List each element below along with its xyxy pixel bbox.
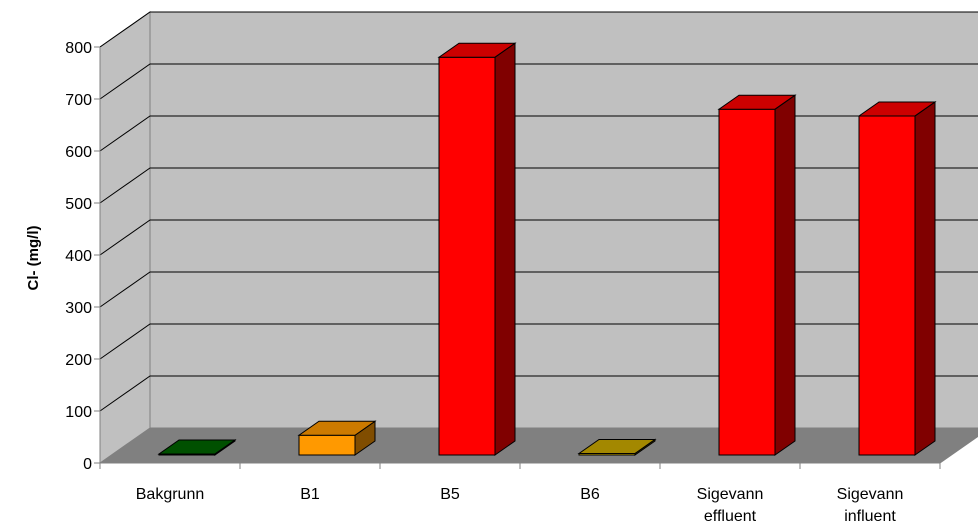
bar-front [438,56,496,456]
category-label-line: influent [844,508,896,525]
bar [857,100,937,456]
category-label-line: effluent [704,508,757,525]
bar [437,42,517,456]
bar-top [157,439,237,455]
y-tick-labels: 0 100 200 300 400 500 600 700 800 [65,40,92,473]
bar-front [718,108,776,456]
bar [717,94,797,456]
bar-top [437,42,517,58]
category-label-line: Sigevann [697,486,764,503]
gridline [99,323,978,360]
y-tick-label: 600 [65,144,92,161]
bar-side [914,100,936,456]
bar [157,438,237,456]
gridline [99,375,978,412]
category-label: Sigevann influent [837,486,904,525]
y-tick-label: 300 [65,300,92,317]
category-label-line: B5 [440,486,460,503]
bar-side [774,94,796,456]
floor [100,428,978,463]
y-tick-label: 800 [65,40,92,57]
gridline [99,271,978,308]
bar-top [717,94,797,110]
bar [577,438,657,456]
category-label: B1 [300,486,320,503]
category-label-line: B6 [580,486,600,503]
category-labels: Bakgrunn B1 B5 B6 Sigevann effluent Sigevann in… [136,486,904,525]
bar [297,420,377,456]
gridline [99,219,978,256]
category-label-line: Sigevann [837,486,904,503]
y-tick-label: 400 [65,248,92,265]
y-tick-label: 0 [83,456,92,473]
gridlines [99,11,978,412]
bar-side [494,42,516,456]
chart-walls [99,11,978,464]
category-label: Sigevann effluent [697,486,764,525]
y-tick-label: 100 [65,404,92,421]
bars [157,42,937,456]
gridline [99,11,978,48]
bar-top [577,438,657,454]
bar-front [858,115,916,456]
y-axis-label: Cl- (mg/l) [25,226,42,291]
y-tick-label: 500 [65,196,92,213]
bar-top [297,420,377,436]
gridline [99,63,978,100]
floor-edge [939,435,978,464]
category-label-line: Bakgrunn [136,486,205,503]
axes [94,46,978,469]
bar-front [298,434,356,456]
category-label: Bakgrunn [136,486,205,503]
gridline [99,115,978,152]
category-label: B5 [440,486,460,503]
category-label: B6 [580,486,600,503]
bar-top [857,101,937,117]
gridline [99,167,978,204]
y-tick-label: 200 [65,352,92,369]
category-label-line: B1 [300,486,320,503]
y-tick-label: 700 [65,92,92,109]
